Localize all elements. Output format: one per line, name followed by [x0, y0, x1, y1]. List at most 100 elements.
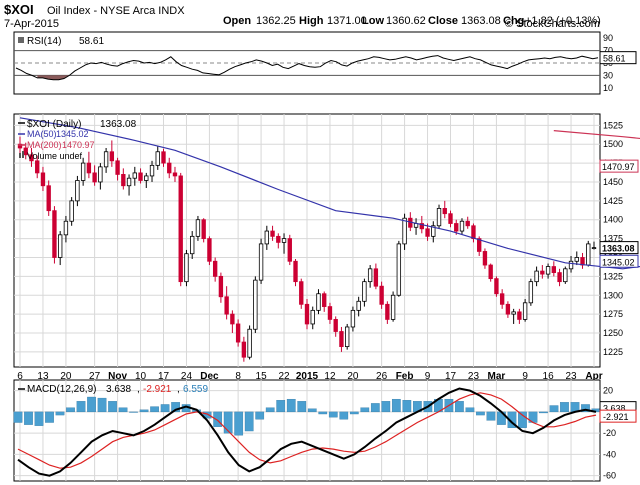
price-candle-body [235, 323, 241, 343]
date-tick-label: 20 [347, 371, 359, 382]
price-candle-body [155, 151, 160, 166]
macd-histogram-bar [255, 411, 265, 420]
price-candle-body [304, 303, 310, 325]
price-candle-body [454, 223, 459, 232]
price-candle-body [482, 251, 488, 266]
open-label: Open [223, 15, 251, 27]
volume-legend-bar [19, 153, 21, 158]
price-legend: $XOI (Daily) 1363.08 MA(50) 1345.02 MA(2… [18, 119, 137, 161]
date-tick-label: Feb [396, 371, 414, 382]
price-candle-body [132, 172, 137, 179]
macd-histogram-bar [276, 400, 286, 413]
date-tick-label: 20 [60, 371, 72, 382]
date-tick-label: 26 [376, 371, 388, 382]
symbol: $XOI [4, 2, 34, 17]
macd-histogram-bar [129, 411, 138, 413]
macd-histogram-bar [391, 398, 401, 413]
date-tick-label: 24 [181, 371, 193, 382]
rsi-tick-label: 30 [603, 70, 613, 80]
macd-histogram-bar [560, 402, 569, 413]
macd-histogram-bar [465, 407, 475, 413]
price-candle-body [316, 293, 321, 311]
price-candle-body [373, 268, 379, 287]
price-candle-body [58, 234, 63, 258]
close-value: 1363.08 [461, 15, 501, 27]
rsi-legend: RSI(14) 58.61 [18, 36, 104, 47]
price-candle-body [540, 270, 545, 275]
macd-histogram-bar [339, 411, 349, 420]
macd-histogram-bar [549, 405, 559, 413]
macd-histogram-bar [349, 411, 359, 415]
date-tick-label: 16 [543, 371, 555, 382]
rsi-tick-label: 10 [603, 83, 613, 93]
signal-comma: , [177, 384, 180, 395]
price-candle-body [511, 311, 516, 315]
date-tick-label: 10 [135, 371, 147, 382]
date-tick-label: 27 [89, 371, 101, 382]
price-candle-body [350, 309, 356, 328]
price-candle-body [75, 180, 80, 202]
rsi-tick-label: 90 [603, 33, 613, 43]
price-tick-label: 1250 [603, 328, 623, 338]
price-candle-body [149, 164, 155, 177]
price-tick-label: 1450 [603, 177, 623, 187]
price-candle-body [545, 266, 551, 275]
macd-comma: , [137, 384, 140, 395]
price-candle-body [362, 281, 367, 302]
date-tick-label: 15 [256, 371, 268, 382]
macd-tick-label: -60 [603, 471, 616, 481]
macd-histogram-bar [476, 411, 485, 416]
open-value: 1362.25 [256, 15, 296, 27]
price-candle-body [396, 243, 402, 296]
price-candle-body [264, 230, 269, 245]
volume-legend-bar [22, 151, 24, 158]
price-candle-body [322, 293, 327, 307]
ma50-legend-value: 1345.02 [56, 129, 89, 139]
macd-tick-label: -20 [603, 428, 616, 438]
macd-histogram-bar [223, 411, 233, 434]
macd-tick-label: -40 [603, 449, 616, 459]
macd-histogram-bar [139, 409, 149, 413]
macd-histogram-bar [381, 401, 391, 413]
macd-histogram-bar [581, 404, 590, 413]
low-label: Low [362, 15, 384, 27]
price-tag [599, 241, 639, 255]
date-tick-label: 17 [445, 371, 457, 382]
macd-tag-text: -2.921 [603, 412, 629, 422]
price-tag [599, 254, 639, 268]
macd-histogram-bar [518, 411, 527, 428]
price-candle-body [333, 319, 338, 332]
macd-histogram-bar [34, 411, 44, 426]
rsi-chart: 103050709058.61 [14, 33, 637, 93]
price-candle-body [167, 162, 172, 174]
price-candle-body [551, 266, 556, 273]
price-candle-body [385, 303, 390, 320]
price-candle-body [574, 257, 579, 262]
price-candle-body [563, 268, 568, 283]
price-candle-body [144, 175, 149, 181]
price-candle-body [367, 268, 373, 283]
macd-histogram-bar [87, 396, 96, 413]
price-candle-body [276, 235, 281, 243]
price-tag-text: 1345.02 [602, 257, 635, 267]
ma200-legend-value: 1470.97 [62, 140, 95, 150]
price-candle-body [92, 172, 97, 183]
macd-histogram-bar [76, 401, 86, 413]
macd-histogram-bar [150, 406, 159, 413]
price-candle-body [172, 172, 178, 177]
signal-value: -2.921 [143, 384, 172, 395]
price-candle-body [109, 151, 115, 162]
close-label: Close [428, 15, 458, 27]
price-candle-body [218, 275, 224, 298]
price-candle-body [46, 185, 51, 212]
macd-histogram-bar [328, 411, 338, 418]
price-legend-label: $XOI (Daily) [27, 119, 81, 130]
date-axis: 6 13 20 27 Nov 10 17 24 Dec 8 15 22 2015 12 20 26 Feb 9 17… [17, 371, 602, 382]
price-candle-body [568, 260, 574, 270]
macd-histogram-bar [171, 402, 180, 413]
low-value: 1360.62 [386, 15, 426, 27]
date-tick-label: 12 [324, 371, 336, 382]
price-candle-body [40, 172, 46, 187]
price-candle-body [448, 213, 453, 224]
price-candle-body [339, 331, 344, 348]
